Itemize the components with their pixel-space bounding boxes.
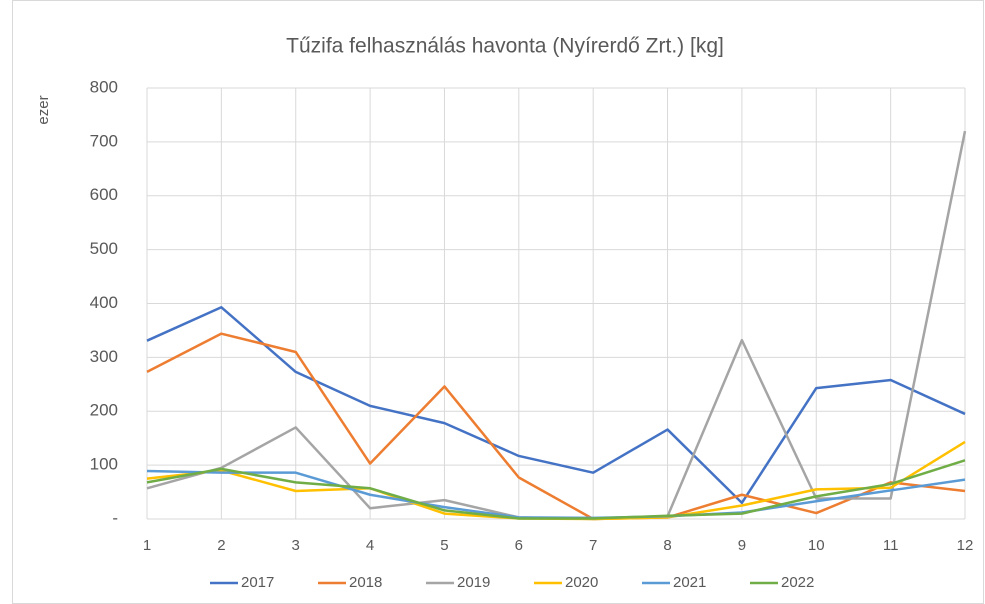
- x-tick-label: 9: [738, 537, 746, 554]
- line-series: [146, 459, 966, 520]
- x-tick-label: 2: [217, 537, 225, 554]
- line-series: [146, 306, 966, 505]
- y-tick-label: 600: [90, 185, 118, 204]
- y-axis-label: ezer: [35, 95, 52, 124]
- x-tick-label: 7: [589, 537, 597, 554]
- legend-label: 2018: [349, 574, 382, 591]
- x-tick-label: 10: [808, 537, 825, 554]
- y-tick-label: -: [112, 508, 118, 527]
- y-tick-label: 800: [90, 77, 118, 96]
- chart-title: Tűzifa felhasználás havonta (Nyírerdő Zr…: [286, 35, 724, 58]
- x-tick-label: 11: [883, 537, 899, 554]
- y-tick-label: 500: [90, 239, 118, 258]
- x-tick-label: 4: [366, 537, 374, 554]
- line-series: [146, 332, 966, 521]
- x-tick-label: 8: [663, 537, 671, 554]
- y-tick-label: 400: [90, 293, 118, 312]
- legend-label: 2019: [457, 574, 490, 591]
- x-tick-label: 12: [957, 537, 974, 554]
- x-tick-label: 6: [515, 537, 523, 554]
- x-tick-label: 1: [143, 537, 151, 554]
- legend-label: 2022: [781, 574, 814, 591]
- legend-label: 2020: [565, 574, 598, 591]
- chart-border: [12, 0, 984, 604]
- y-tick-label: 700: [90, 131, 118, 150]
- x-tick-label: 5: [440, 537, 448, 554]
- y-tick-label: 100: [90, 455, 118, 474]
- legend-label: 2017: [241, 574, 274, 591]
- y-tick-label: 200: [90, 401, 118, 420]
- y-tick-label: 300: [90, 347, 118, 366]
- legend-label: 2021: [673, 574, 706, 591]
- x-tick-label: 3: [292, 537, 300, 554]
